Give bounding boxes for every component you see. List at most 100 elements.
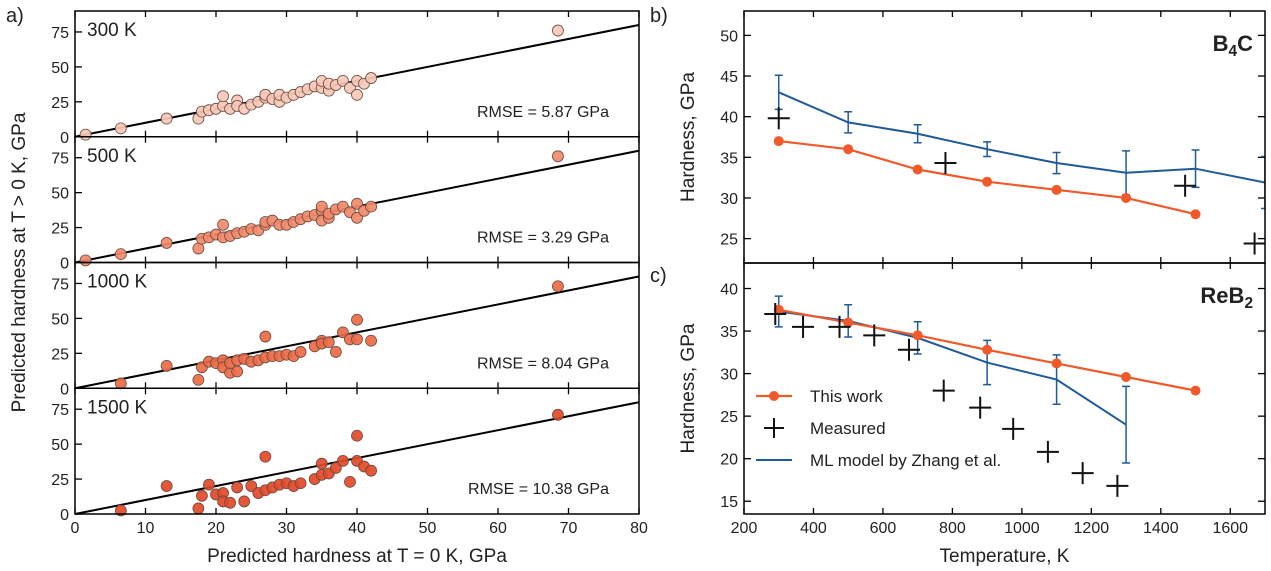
ml-model-line [778,91,1265,184]
data-point [336,74,349,87]
error-bar [1122,385,1131,464]
this-work-point [1190,385,1201,396]
y-tick-label: 40 [720,282,738,299]
this-work-point [1121,372,1132,383]
data-point [259,450,272,463]
data-point [217,90,229,103]
x-tick-label: 400 [800,520,827,537]
data-point [224,496,237,509]
data-point [315,200,328,213]
y-tick-label: 35 [720,324,738,341]
y-tick-label: 0 [60,381,69,398]
data-point [160,359,173,372]
data-point [351,197,363,210]
this-work-point [1051,358,1062,369]
measured-point [828,315,851,338]
data-point [322,336,335,349]
data-point [351,333,363,346]
data-point [79,128,92,141]
data-point [351,88,363,101]
data-point [192,242,205,255]
x-tick-label: 80 [630,520,648,537]
x-tick-label: 60 [489,520,507,537]
plot-area [767,74,1265,255]
data-point [192,502,205,515]
x-tick-label: 1000 [1004,520,1040,537]
compound-label: ReB2 [1200,283,1253,312]
this-work-point [1051,184,1062,195]
data-point [259,330,272,343]
data-point [329,346,342,358]
data-point [217,218,229,231]
y-tick-label: 15 [720,494,738,511]
panel-label-a: a) [6,5,24,27]
panel-a: 0 25 50 75 300 K RMSE = 5.87 GPa 0 25 50 75 500 K R… [9,10,648,567]
x-tick-label: 200 [731,520,758,537]
y-tick-label: 25 [720,232,738,249]
data-point [160,112,173,125]
measured-point [764,303,787,326]
x-tick-label: 1600 [1212,520,1248,537]
panel-b: 25 30 35 40 45 50 B4C Hardness, GPa [678,10,1266,264]
x-axis-label: Temperature, K [940,546,1070,567]
temperature-label: 500 K [87,146,137,167]
this-work-point [773,136,784,147]
panel-label-b: b) [650,5,668,27]
subplot-1500k: 0 25 50 75 1500 K RMSE = 10.38 GPa [51,387,640,524]
legend-marker-this-work [769,391,779,401]
error-bar [1191,149,1200,189]
data-point [336,455,349,467]
data-point [329,461,342,474]
y-axis-label: Hardness, GPa [678,323,699,453]
data-point [114,122,127,135]
data-point [231,365,244,378]
measured-point [1106,474,1129,497]
measured-point [934,152,957,175]
compound-label: B4C [1213,31,1253,60]
x-tick-label: 1400 [1143,520,1179,537]
x-tick-label: 20 [207,520,225,537]
data-point [315,457,328,470]
rmse-label: RMSE = 3.29 GPa [477,230,609,247]
y-tick-label: 20 [720,452,738,469]
this-work-point [912,164,923,175]
error-bar [913,124,922,144]
y-tick-label: 75 [51,151,69,168]
y-axis-label: Predicted hardness at T > 0 K, GPa [9,112,30,412]
data-point [294,477,307,490]
y-tick-label: 75 [51,276,69,293]
y-tick-label: 50 [51,311,69,328]
measured-point [767,107,790,130]
error-bar [1052,151,1061,175]
this-work-point [843,144,854,155]
data-point [160,237,173,249]
panel-c: 200 400 600 800 1000 1200 1400 1600 15 20 25 30 35 40… [678,262,1266,567]
data-point [365,334,378,347]
data-point [552,150,564,163]
data-point [552,408,564,421]
data-point [203,478,215,491]
x-axis-label: Predicted hardness at T = 0 K, GPa [207,546,507,567]
subplot-300k: 0 25 50 75 300 K RMSE = 5.87 GPa [51,10,640,147]
x-tick-label: 0 [71,520,80,537]
y-tick-label: 0 [60,130,69,147]
y-tick-label: 50 [720,28,738,45]
data-point [195,489,208,502]
y-tick-label: 50 [51,186,69,203]
y-tick-label: 25 [51,346,69,363]
temperature-label: 1000 K [87,272,148,293]
x-tick-label: 10 [137,520,155,537]
subplot-1000k: 0 25 50 75 1000 K RMSE = 8.04 GPa [51,261,640,398]
error-bar [983,141,992,158]
this-work-point [843,317,854,328]
y-tick-label: 25 [51,95,69,112]
panel-frame [743,10,1266,264]
x-tick-label: 50 [419,520,437,537]
y-tick-label: 50 [51,437,69,454]
y-tick-label: 75 [51,25,69,42]
x-tick-label: 70 [560,520,578,537]
panel-labels: a) b) c) [6,5,668,287]
legend-marker-measured [764,418,784,438]
data-point [552,24,564,37]
